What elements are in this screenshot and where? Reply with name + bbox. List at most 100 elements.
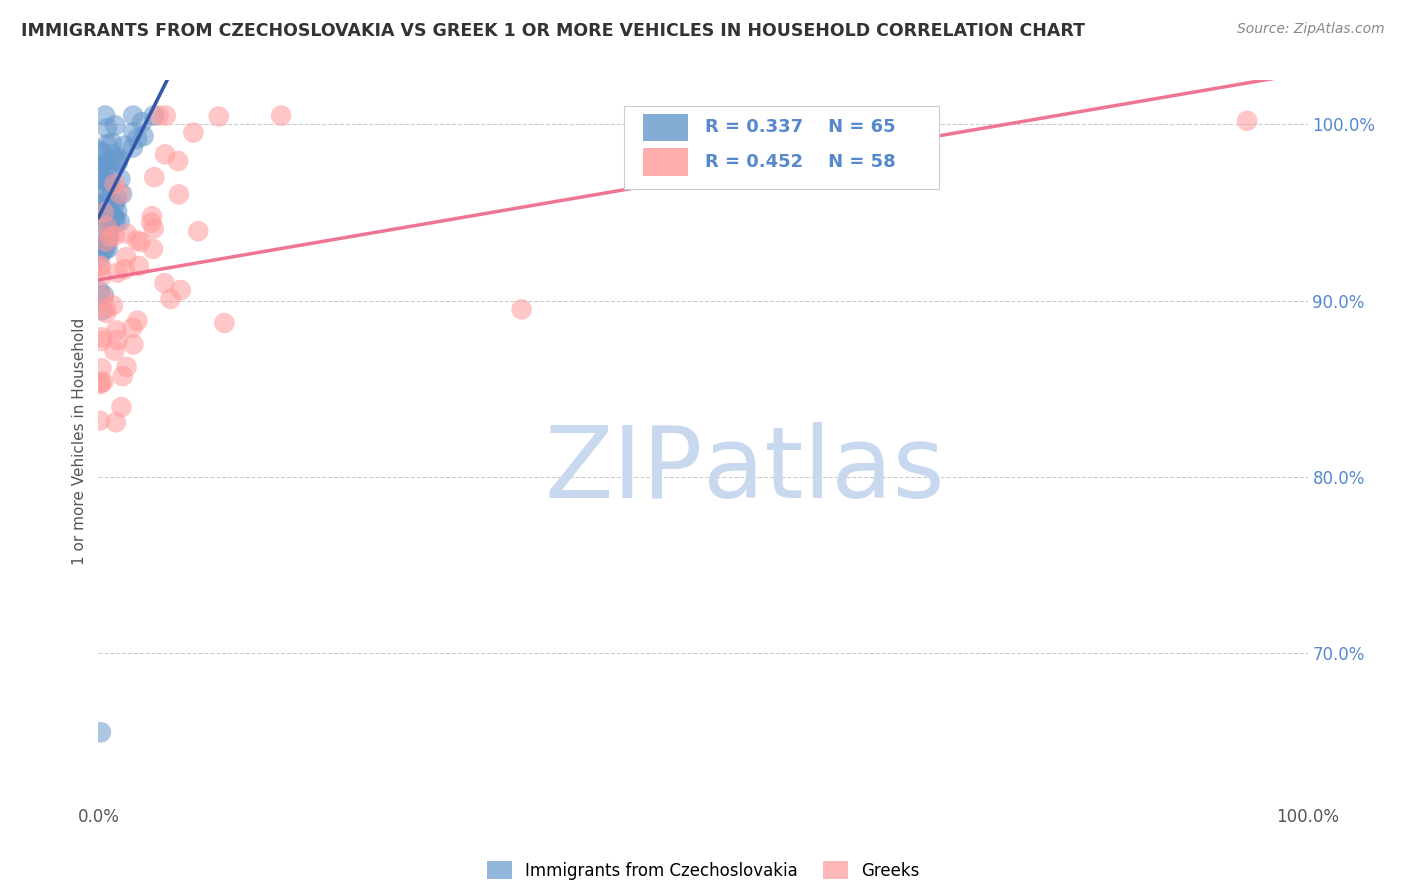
Point — [96, 219, 118, 234]
Legend: Immigrants from Czechoslovakia, Greeks: Immigrants from Czechoslovakia, Greeks — [479, 855, 927, 887]
Point — [89, 159, 111, 173]
Text: R = 0.452    N = 58: R = 0.452 N = 58 — [706, 153, 896, 171]
Point — [90, 172, 112, 186]
Point — [89, 184, 111, 198]
Point — [105, 153, 128, 168]
Point — [89, 251, 111, 265]
Point — [94, 109, 117, 123]
Point — [101, 298, 124, 312]
Point — [183, 126, 205, 140]
Point — [104, 211, 127, 225]
Point — [143, 170, 166, 185]
Point — [89, 260, 111, 274]
Point — [91, 218, 114, 232]
Point — [121, 140, 143, 154]
Text: R = 0.337    N = 65: R = 0.337 N = 65 — [706, 119, 896, 136]
Point — [110, 172, 132, 186]
Point — [132, 129, 155, 144]
Point — [93, 214, 115, 228]
Point — [98, 229, 121, 244]
Point — [89, 196, 111, 211]
Point — [93, 172, 115, 186]
Point — [97, 230, 120, 244]
Point — [89, 377, 111, 392]
Point — [131, 115, 153, 129]
Point — [90, 303, 112, 318]
Point — [108, 186, 131, 201]
Point — [170, 283, 193, 297]
Point — [127, 131, 149, 145]
Point — [167, 154, 190, 169]
Point — [94, 236, 117, 251]
FancyBboxPatch shape — [643, 113, 689, 141]
Text: Source: ZipAtlas.com: Source: ZipAtlas.com — [1237, 22, 1385, 37]
Point — [98, 212, 121, 227]
Point — [103, 343, 125, 358]
Point — [94, 301, 117, 316]
Point — [97, 176, 120, 190]
Point — [89, 285, 111, 299]
Point — [153, 147, 176, 161]
Point — [90, 376, 112, 390]
Point — [142, 242, 165, 256]
Point — [101, 210, 124, 224]
Point — [89, 162, 111, 177]
Point — [208, 110, 231, 124]
Point — [104, 415, 127, 429]
Point — [105, 323, 128, 337]
Point — [98, 155, 121, 169]
Point — [114, 262, 136, 277]
Point — [91, 330, 114, 344]
Point — [91, 207, 114, 221]
Point — [90, 725, 112, 739]
Point — [107, 152, 129, 166]
Point — [122, 109, 145, 123]
Point — [115, 227, 138, 241]
Point — [97, 231, 120, 245]
Text: ZIP: ZIP — [544, 422, 703, 519]
Point — [187, 224, 209, 238]
Point — [93, 205, 115, 219]
Point — [111, 186, 134, 201]
Point — [107, 266, 129, 280]
Point — [90, 145, 112, 160]
Point — [98, 192, 121, 206]
Point — [214, 316, 236, 330]
Point — [94, 306, 117, 320]
Point — [110, 400, 132, 414]
Point — [115, 359, 138, 374]
Point — [111, 369, 134, 384]
Point — [97, 204, 120, 219]
Point — [510, 302, 533, 317]
Point — [148, 109, 170, 123]
Point — [270, 109, 292, 123]
Point — [94, 236, 117, 251]
Text: IMMIGRANTS FROM CZECHOSLOVAKIA VS GREEK 1 OR MORE VEHICLES IN HOUSEHOLD CORRELAT: IMMIGRANTS FROM CZECHOSLOVAKIA VS GREEK … — [21, 22, 1085, 40]
Point — [91, 244, 114, 258]
Point — [89, 144, 111, 158]
Point — [122, 337, 145, 351]
Point — [114, 138, 136, 153]
Point — [94, 154, 117, 169]
Point — [96, 199, 118, 213]
Point — [129, 235, 152, 249]
Point — [105, 203, 128, 218]
Point — [96, 202, 118, 216]
Point — [155, 109, 177, 123]
Point — [141, 209, 163, 223]
FancyBboxPatch shape — [643, 148, 689, 176]
Y-axis label: 1 or more Vehicles in Household: 1 or more Vehicles in Household — [72, 318, 87, 566]
Point — [96, 207, 118, 221]
Point — [153, 276, 176, 290]
Point — [115, 250, 138, 264]
Point — [90, 269, 112, 284]
Point — [121, 320, 143, 334]
Point — [103, 147, 125, 161]
Point — [98, 204, 121, 219]
Point — [97, 242, 120, 256]
Point — [98, 161, 121, 176]
Point — [90, 259, 112, 273]
Point — [90, 361, 112, 376]
Point — [141, 215, 163, 229]
Point — [122, 125, 145, 139]
